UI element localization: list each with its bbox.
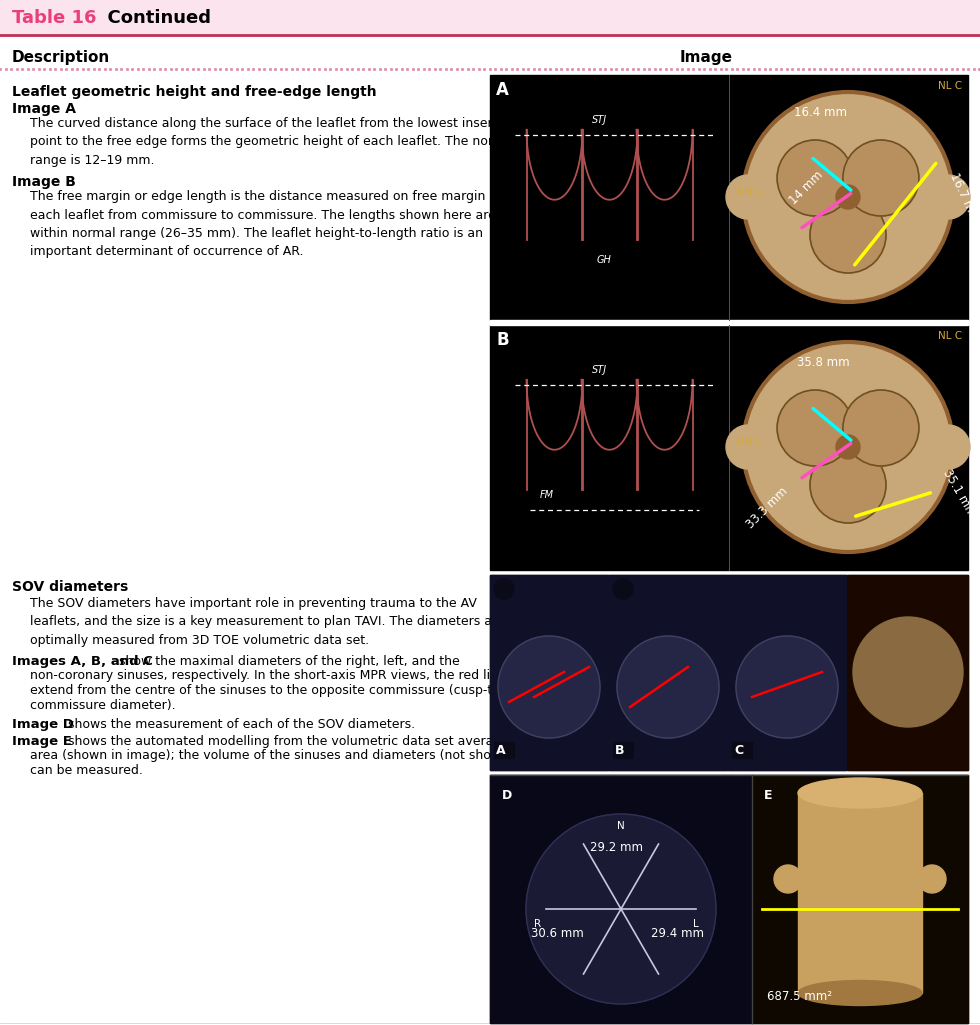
Text: Images A, B, and C: Images A, B, and C — [12, 655, 153, 668]
Circle shape — [526, 814, 716, 1004]
Bar — [490, 75, 968, 320]
Text: B: B — [615, 744, 624, 757]
Circle shape — [726, 175, 770, 219]
Bar — [490, 575, 608, 770]
Text: 35.1 mm: 35.1 mm — [940, 467, 978, 520]
Circle shape — [926, 175, 970, 219]
Circle shape — [617, 636, 719, 738]
Text: Image E: Image E — [12, 735, 72, 748]
Text: 33.3 mm: 33.3 mm — [744, 485, 790, 531]
Bar — [0, 0, 980, 35]
Text: RN C: RN C — [737, 187, 762, 197]
Circle shape — [613, 579, 633, 599]
Bar — [762, 785, 782, 801]
Text: 29.4 mm: 29.4 mm — [651, 927, 704, 940]
Circle shape — [843, 390, 919, 466]
Text: Table 16: Table 16 — [12, 9, 96, 27]
Bar — [798, 793, 922, 993]
Circle shape — [743, 92, 953, 302]
Text: 687.5 mm²: 687.5 mm² — [767, 990, 832, 1003]
Text: SOV diameters: SOV diameters — [12, 580, 128, 594]
Text: L: L — [693, 919, 699, 929]
Bar — [490, 575, 968, 770]
Circle shape — [774, 865, 802, 893]
Text: A: A — [496, 81, 509, 99]
Text: NL C: NL C — [938, 331, 962, 341]
Text: STJ: STJ — [592, 115, 607, 125]
Circle shape — [853, 617, 963, 727]
Text: commissure diameter).: commissure diameter). — [30, 698, 175, 711]
Circle shape — [810, 197, 886, 273]
Text: Continued: Continued — [95, 9, 211, 27]
Text: area (shown in image); the volume of the sinuses and diameters (not shown): area (shown in image); the volume of the… — [30, 749, 514, 763]
Text: Image B: Image B — [12, 175, 75, 189]
Text: 16.4 mm: 16.4 mm — [794, 106, 847, 119]
Text: STJ: STJ — [592, 365, 607, 375]
Circle shape — [918, 865, 946, 893]
Circle shape — [736, 636, 838, 738]
Bar — [490, 775, 968, 1023]
Circle shape — [843, 140, 919, 216]
Text: shows the automated modelling from the volumetric data set average: shows the automated modelling from the v… — [64, 735, 510, 748]
Bar — [609, 575, 727, 770]
Text: non-coronary sinuses, respectively. In the short-axis MPR views, the red lines: non-coronary sinuses, respectively. In t… — [30, 669, 513, 683]
Text: 30.6 mm: 30.6 mm — [531, 927, 584, 940]
Text: N: N — [617, 821, 625, 831]
Circle shape — [498, 636, 600, 738]
Bar — [752, 775, 968, 1023]
Text: The free margin or edge length is the distance measured on free margin of
each l: The free margin or edge length is the di… — [30, 190, 502, 258]
Text: Image: Image — [680, 50, 733, 65]
Bar — [848, 575, 968, 770]
Text: 35.8 mm: 35.8 mm — [797, 356, 850, 369]
Text: show the maximal diameters of the right, left, and the: show the maximal diameters of the right,… — [115, 655, 460, 668]
Text: Description: Description — [12, 50, 110, 65]
Bar — [490, 320, 968, 325]
Text: C: C — [734, 744, 743, 757]
Text: D: D — [502, 789, 513, 802]
Circle shape — [777, 390, 854, 466]
Text: FM: FM — [540, 490, 554, 500]
Ellipse shape — [798, 981, 922, 1006]
Circle shape — [836, 184, 860, 209]
Text: Image D: Image D — [12, 718, 74, 731]
Bar — [494, 742, 514, 758]
Circle shape — [810, 447, 886, 523]
Text: Leaflet geometric height and free-edge length: Leaflet geometric height and free-edge l… — [12, 85, 376, 99]
Text: The SOV diameters have important role in preventing trauma to the AV
leaflets, a: The SOV diameters have important role in… — [30, 597, 505, 647]
Bar — [490, 775, 752, 1023]
Text: can be measured.: can be measured. — [30, 764, 143, 777]
Bar — [728, 575, 846, 770]
Circle shape — [836, 435, 860, 459]
Bar — [500, 785, 520, 801]
Bar — [732, 742, 752, 758]
Bar — [613, 742, 633, 758]
Text: NL C: NL C — [938, 81, 962, 91]
Circle shape — [743, 342, 953, 552]
Circle shape — [726, 425, 770, 469]
Text: 29.2 mm: 29.2 mm — [590, 840, 643, 854]
Text: B: B — [496, 331, 509, 348]
Text: The curved distance along the surface of the leaflet from the lowest insertion
p: The curved distance along the surface of… — [30, 117, 516, 167]
Text: RN C: RN C — [737, 437, 762, 447]
Circle shape — [926, 425, 970, 469]
Text: E: E — [764, 789, 772, 802]
Text: R: R — [534, 919, 541, 929]
Circle shape — [777, 140, 854, 216]
Ellipse shape — [798, 778, 922, 808]
Text: 16.7 mm: 16.7 mm — [948, 171, 980, 224]
Circle shape — [494, 579, 514, 599]
Text: extend from the centre of the sinuses to the opposite commissure (cusp-to-: extend from the centre of the sinuses to… — [30, 684, 505, 697]
Text: shows the measurement of each of the SOV diameters.: shows the measurement of each of the SOV… — [64, 718, 416, 731]
Text: Image A: Image A — [12, 102, 76, 116]
Text: GH: GH — [597, 255, 612, 265]
Text: A: A — [496, 744, 506, 757]
Bar — [490, 325, 968, 570]
Text: 14 mm: 14 mm — [787, 169, 825, 207]
